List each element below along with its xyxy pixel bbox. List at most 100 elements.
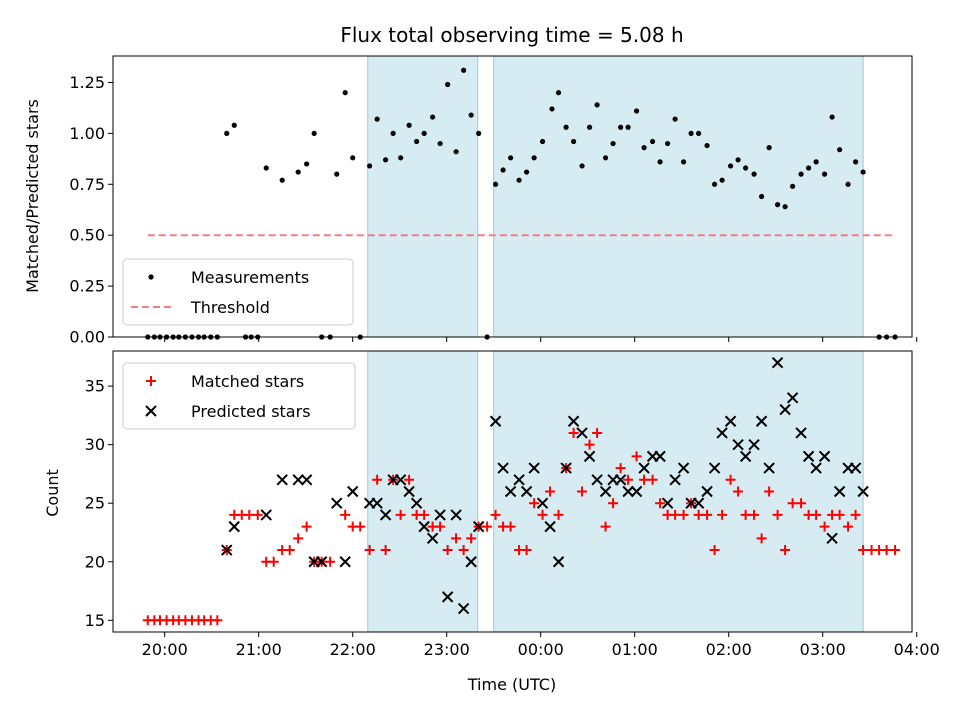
measurement-point (618, 124, 624, 130)
legend-predicted-swatch (145, 405, 157, 417)
x-axis-label: Time (UTC) (467, 675, 556, 694)
predicted-stars-point (497, 462, 509, 474)
measurement-point (453, 149, 459, 155)
measurement-point (641, 145, 647, 151)
matched-stars-point (395, 509, 406, 520)
measurement-point (508, 155, 514, 161)
predicted-stars-point (457, 602, 470, 615)
matched-stars-point (545, 486, 556, 497)
legend-matched-swatch (146, 376, 156, 386)
measurement-point (430, 114, 436, 120)
predicted-stars-point (379, 509, 392, 521)
predicted-stars-point (450, 509, 462, 521)
measurement-point (751, 171, 757, 177)
predicted-stars-point (614, 474, 627, 486)
matched-stars-point (740, 509, 751, 520)
matched-stars-point (780, 545, 791, 556)
predicted-stars-point (802, 450, 815, 463)
measurement-point (696, 130, 702, 136)
measurement-point (295, 169, 301, 175)
measurement-point (492, 181, 499, 187)
measurement-point (476, 130, 482, 136)
measurement-point (821, 171, 828, 177)
matched-stars-point (693, 509, 704, 520)
matched-stars-point (717, 509, 728, 520)
predicted-stars-point (724, 415, 737, 427)
matched-stars-point (340, 509, 351, 520)
matched-stars-point (670, 509, 681, 520)
predicted-stars-point (701, 485, 713, 498)
matched-stars-point (355, 521, 366, 532)
measurement-point (571, 138, 577, 145)
matched-stars-point (631, 451, 642, 462)
y-tick-label: 20 (85, 552, 105, 571)
measurement-point (782, 204, 788, 210)
matched-stars-point (702, 509, 713, 520)
x-tick-label: 01:00 (612, 640, 658, 659)
y-tick-label: 15 (85, 611, 105, 630)
y-tick-label: 0.25 (69, 277, 105, 296)
matched-stars-point (293, 533, 304, 544)
measurement-point (367, 163, 373, 169)
predicted-stars-point (771, 357, 784, 369)
predicted-stars-point (504, 485, 517, 498)
y-tick-label: 25 (85, 494, 105, 513)
predicted-stars-point (849, 462, 862, 474)
measurement-point (602, 155, 609, 161)
matched-stars-point (529, 498, 540, 509)
predicted-stars-point (748, 438, 760, 451)
measurement-point (579, 163, 585, 169)
measurement-point (688, 130, 694, 136)
observing-window-band (367, 350, 479, 633)
measurement-point (398, 155, 404, 161)
predicted-stars-point (371, 497, 383, 509)
predicted-stars-point (489, 415, 502, 427)
chart-title: Flux total observing time = 5.08 h (340, 23, 683, 47)
legend-label: Matched stars (191, 372, 304, 391)
measurement-point (231, 122, 237, 128)
matched-stars-point (458, 545, 469, 556)
observing-window-band (367, 55, 479, 338)
matched-stars-point (568, 427, 579, 438)
matched-stars-point (749, 509, 760, 520)
predicted-stars-point (677, 462, 690, 474)
predicted-stars-point (654, 450, 666, 463)
x-tick-label: 20:00 (142, 640, 188, 659)
series-measurements (145, 67, 898, 340)
matched-stars-point (268, 556, 279, 567)
predicted-stars-point (394, 474, 407, 486)
measurement-point (712, 181, 718, 187)
predicted-stars-point (339, 556, 351, 568)
matched-stars-point (834, 509, 845, 520)
measurement-point (437, 140, 443, 147)
predicted-stars-point (221, 544, 233, 556)
predicted-stars-point (810, 462, 822, 474)
measurement-point (672, 116, 678, 122)
bottom-y-axis-label: Count (43, 469, 62, 517)
legend-label: Measurements (191, 268, 309, 287)
predicted-stars-point (755, 415, 768, 427)
measurement-point (806, 165, 812, 171)
top-y-axis-label: Matched/Predicted stars (23, 99, 42, 293)
matched-stars-point (553, 509, 564, 520)
predicted-stars-point (708, 462, 721, 474)
y-tick-label: 0.50 (69, 226, 105, 245)
measurement-point (468, 112, 474, 118)
measurement-point (342, 90, 348, 96)
measurement-point (594, 102, 600, 108)
predicted-stars-point (260, 509, 272, 521)
measurement-point (790, 183, 796, 189)
predicted-stars-point (786, 392, 799, 404)
matched-stars-point (787, 498, 798, 509)
legend: Measurements Threshold (122, 258, 354, 326)
matched-stars-point (733, 486, 744, 497)
bottom-panel-plot-area: 15 20 25 30 35 20:00 21:00 22:00 23:00 00:00 01:00… (85, 350, 940, 659)
predicted-stars-point (520, 485, 533, 498)
predicted-stars-point (739, 450, 752, 463)
matched-stars-point (244, 509, 255, 520)
measurement-point (813, 159, 819, 165)
matched-stars-point (600, 521, 611, 532)
predicted-stars-point (763, 462, 775, 474)
matched-stars-point (482, 521, 493, 532)
